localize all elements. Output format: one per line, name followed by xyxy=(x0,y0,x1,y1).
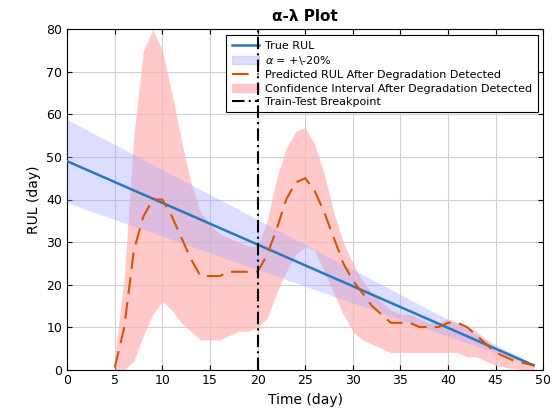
Y-axis label: RUL (day): RUL (day) xyxy=(27,165,41,234)
X-axis label: Time (day): Time (day) xyxy=(268,393,343,407)
Title: α-λ Plot: α-λ Plot xyxy=(272,9,338,24)
Legend: True RUL, $\alpha$ = +\-20%, Predicted RUL After Degradation Detected, Confidenc: True RUL, $\alpha$ = +\-20%, Predicted R… xyxy=(226,35,538,113)
